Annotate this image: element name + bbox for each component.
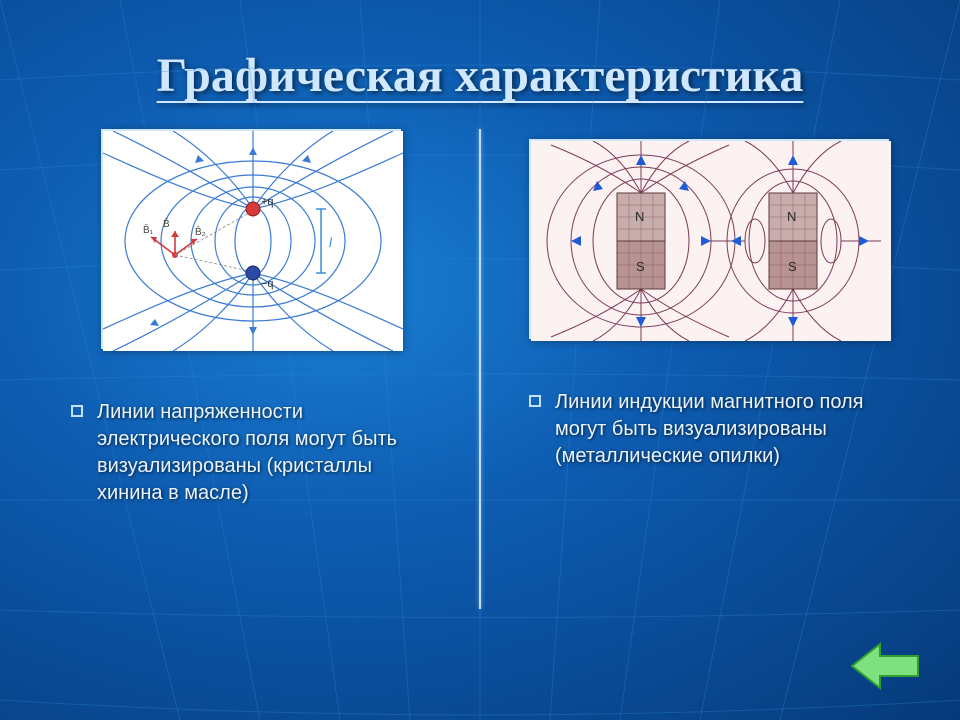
content-row: l B̄₁ B̄₂ B̄ +q	[0, 129, 960, 609]
vector-label-b1: B̄₁	[143, 223, 154, 236]
bullet-icon	[529, 395, 541, 407]
slide-title: Графическая характеристика	[0, 0, 960, 103]
magnet1-s-label: S	[636, 259, 645, 274]
magnet2-n-label: N	[787, 209, 796, 224]
caption-left: Линии напряженности электрического поля …	[97, 399, 431, 507]
bullet-icon	[71, 405, 83, 417]
caption-right-wrap: Линии индукции магнитного поля могут быт…	[529, 389, 889, 470]
arrow-left-icon	[850, 640, 920, 692]
column-divider	[479, 129, 481, 609]
vector-label-b: B̄	[163, 217, 170, 230]
caption-right: Линии индукции магнитного поля могут быт…	[555, 389, 889, 470]
charge-label-pos: +q	[261, 196, 274, 208]
column-right: N S N S	[499, 129, 919, 609]
column-left: l B̄₁ B̄₂ B̄ +q	[41, 129, 461, 609]
figure-electric-dipole: l B̄₁ B̄₂ B̄ +q	[101, 129, 401, 349]
magnet1-n-label: N	[635, 209, 644, 224]
magnet2-s-label: S	[788, 259, 797, 274]
caption-left-wrap: Линии напряженности электрического поля …	[71, 399, 431, 507]
vector-label-b2: B̄₂	[195, 225, 206, 238]
nav-back-button[interactable]	[850, 640, 920, 692]
figure-magnets: N S N S	[529, 139, 889, 339]
charge-label-neg: −q	[261, 278, 274, 290]
